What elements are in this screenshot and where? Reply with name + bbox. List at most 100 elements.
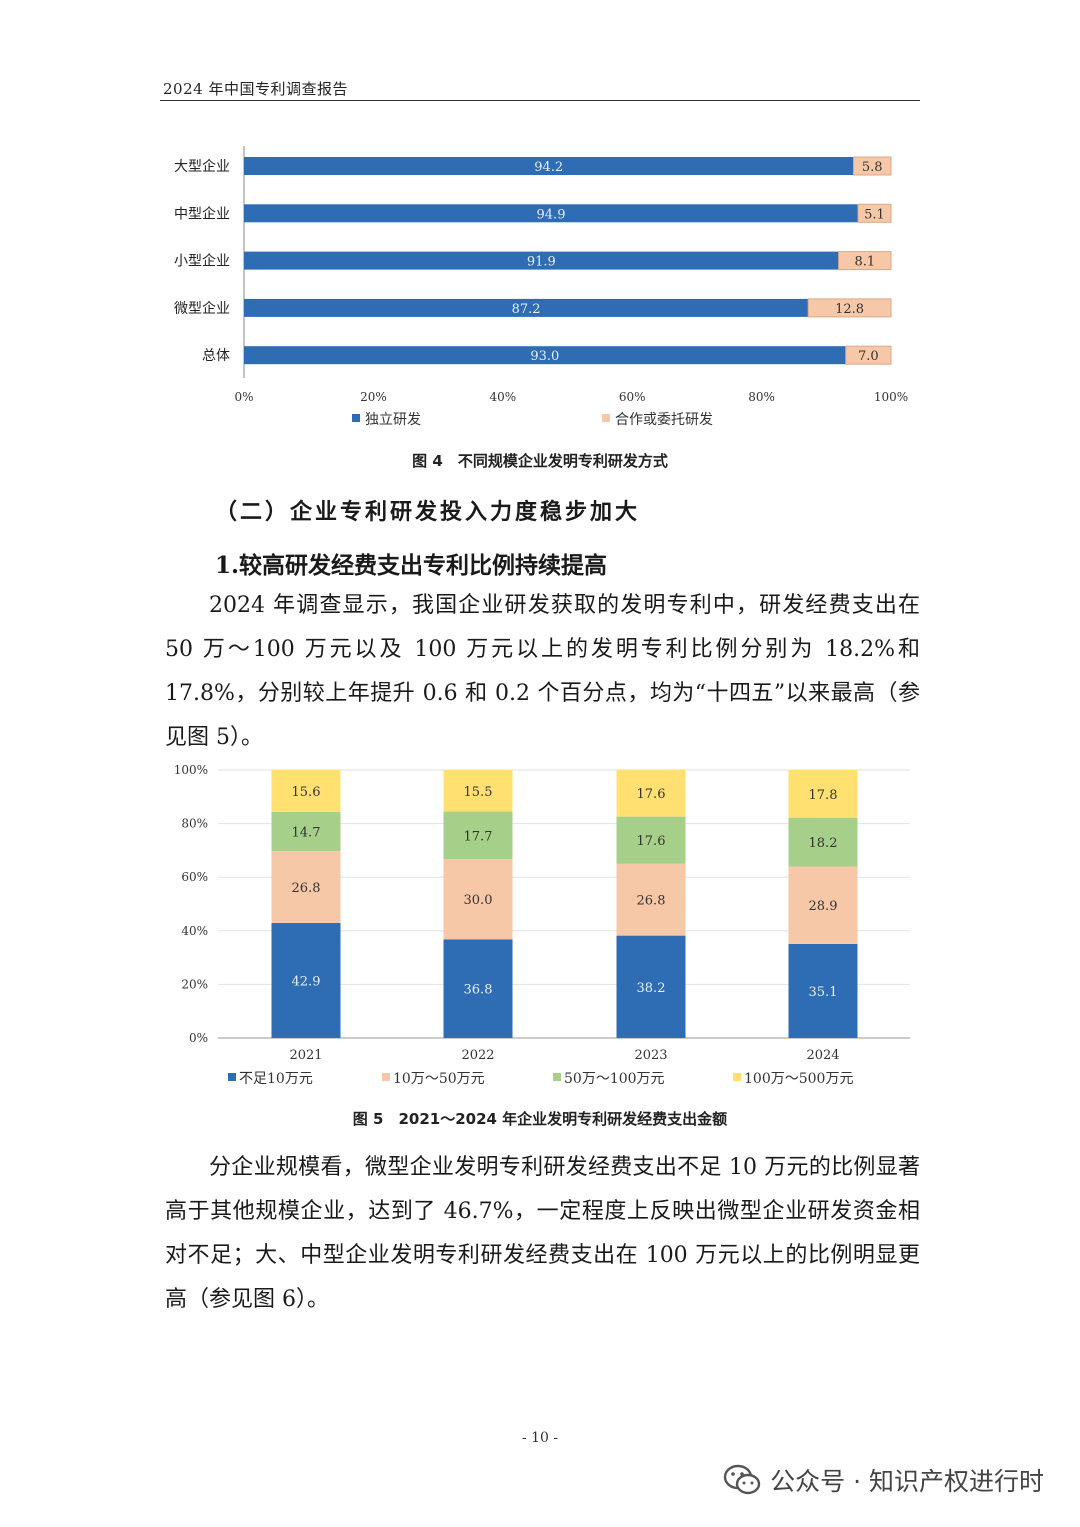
page-number: - 10 - <box>521 1430 559 1446</box>
bar-segment <box>443 811 513 859</box>
x-tick-label: 60% <box>619 390 646 404</box>
section-heading: （二）企业专利研发投入力度稳步加大 <box>215 499 641 525</box>
bar-segment <box>788 866 858 944</box>
data-label: 15.6 <box>292 785 321 800</box>
bar-segment <box>857 203 892 223</box>
bar-segment <box>838 251 892 271</box>
header-rule <box>160 100 920 101</box>
data-label: 35.1 <box>809 985 838 1000</box>
figure4-caption: 图 4 不同规模企业发明专利研发方式 <box>412 452 668 470</box>
legend-label: 合作或委托研发 <box>615 412 713 428</box>
data-label: 42.9 <box>292 975 321 990</box>
category-label: 微型企业 <box>174 300 230 317</box>
y-tick-label: 0% <box>189 1031 208 1045</box>
data-label: 87.2 <box>512 302 541 317</box>
category-label: 大型企业 <box>174 158 230 175</box>
bar-segment <box>443 939 513 1038</box>
x-tick-label: 2024 <box>806 1048 839 1063</box>
x-tick-label: 2022 <box>461 1048 494 1063</box>
data-label: 28.9 <box>809 899 838 914</box>
bar-segment <box>244 251 839 270</box>
y-tick-label: 20% <box>181 977 208 991</box>
legend-swatch <box>553 1073 561 1081</box>
data-label: 8.1 <box>854 255 875 270</box>
y-tick-label: 60% <box>181 870 208 884</box>
bar-segment <box>443 770 513 812</box>
watermark: 公众号 · 知识产权进行时 <box>722 1462 1044 1498</box>
data-label: 91.9 <box>527 255 556 270</box>
legend-swatch <box>602 414 610 422</box>
legend-swatch <box>228 1073 236 1081</box>
legend-label: 不足10万元 <box>239 1071 313 1087</box>
bar-segment <box>271 770 341 812</box>
data-label: 12.8 <box>835 302 864 317</box>
data-label: 94.9 <box>537 207 566 222</box>
x-tick-label: 2023 <box>634 1048 667 1063</box>
paragraph-1-text: 2024 年调查显示，我国企业研发获取的发明专利中，研发经费支出在 50 万～1… <box>165 593 920 750</box>
bar-segment <box>616 769 686 817</box>
bar-segment <box>244 298 809 317</box>
data-label: 15.5 <box>464 785 493 800</box>
legend-label: 独立研发 <box>365 412 421 428</box>
data-label: 5.8 <box>862 160 883 175</box>
bar-segment <box>443 858 513 940</box>
data-label: 36.8 <box>464 983 493 998</box>
y-tick-label: 80% <box>181 817 208 831</box>
data-label: 17.8 <box>809 788 838 803</box>
legend-swatch <box>352 414 360 422</box>
x-tick-label: 100% <box>874 390 908 404</box>
legend-swatch <box>733 1073 741 1081</box>
data-label: 30.0 <box>464 893 493 908</box>
legend-label: 50万～100万元 <box>564 1071 665 1087</box>
bar-segment <box>244 346 846 365</box>
figure5-caption: 图 5 2021～2024 年企业发明专利研发经费支出金额 <box>352 1110 728 1128</box>
bar-segment <box>616 816 686 864</box>
category-label: 中型企业 <box>174 205 230 222</box>
paragraph-2: 分企业规模看，微型企业发明专利研发经费支出不足 10 万元的比例显著高于其他规模… <box>165 1146 920 1322</box>
legend-label: 10万～50万元 <box>393 1071 485 1087</box>
wechat-icon <box>723 1464 761 1495</box>
legend-swatch <box>382 1073 390 1081</box>
paragraph-1: 2024 年调查显示，我国企业研发获取的发明专利中，研发经费支出在 50 万～1… <box>165 584 920 760</box>
data-label: 94.2 <box>534 160 563 175</box>
data-label: 26.8 <box>292 881 321 896</box>
y-tick-label: 100% <box>174 763 208 777</box>
bar-segment <box>616 863 686 936</box>
bar-segment <box>271 923 341 1038</box>
data-label: 26.8 <box>637 894 666 909</box>
figure5-chart: 0% 20% 40% 60% 80% 100% 42.9 26.8 14.7 15.6 2021 36… <box>174 763 910 1087</box>
bar-segment <box>271 811 341 852</box>
x-tick-label: 0% <box>234 390 253 404</box>
data-label: 17.6 <box>637 787 666 802</box>
category-label: 小型企业 <box>174 253 230 270</box>
data-label: 5.1 <box>864 207 885 222</box>
bar-segment <box>788 770 858 818</box>
running-header: 2024 年中国专利调查报告 <box>163 80 348 98</box>
bar-segment <box>852 156 892 176</box>
bar-segment <box>788 943 858 1038</box>
y-tick-label: 40% <box>181 924 208 938</box>
x-tick-label: 2021 <box>289 1048 322 1063</box>
bar-segment <box>244 204 859 223</box>
category-label: 总体 <box>202 348 230 364</box>
paragraph-2-text: 分企业规模看，微型企业发明专利研发经费支出不足 10 万元的比例显著高于其他规模… <box>165 1155 920 1312</box>
x-tick-label: 40% <box>489 390 516 404</box>
legend-label: 100万～500万元 <box>744 1071 853 1087</box>
figure4-chart: 大型企业 94.2 5.8 中型企业 94.9 5.1 小型企业 91.9 8.1 微型企业 87.… <box>174 146 908 428</box>
data-label: 17.7 <box>464 829 493 844</box>
data-label: 7.0 <box>858 349 879 364</box>
x-tick-label: 20% <box>360 390 387 404</box>
data-label: 18.2 <box>809 836 838 851</box>
data-label: 38.2 <box>637 981 666 996</box>
bar-segment <box>244 157 854 175</box>
bar-segment <box>271 851 341 924</box>
bar-segment <box>807 298 892 318</box>
subheading: 1.较高研发经费支出专利比例持续提高 <box>215 552 608 579</box>
x-tick-label: 80% <box>748 390 775 404</box>
watermark-text: 公众号 · 知识产权进行时 <box>770 1467 1044 1496</box>
bar-segment <box>616 935 686 1038</box>
data-label: 17.6 <box>637 834 666 849</box>
bar-segment <box>788 817 858 867</box>
data-label: 93.0 <box>530 349 559 364</box>
data-label: 14.7 <box>292 826 321 841</box>
